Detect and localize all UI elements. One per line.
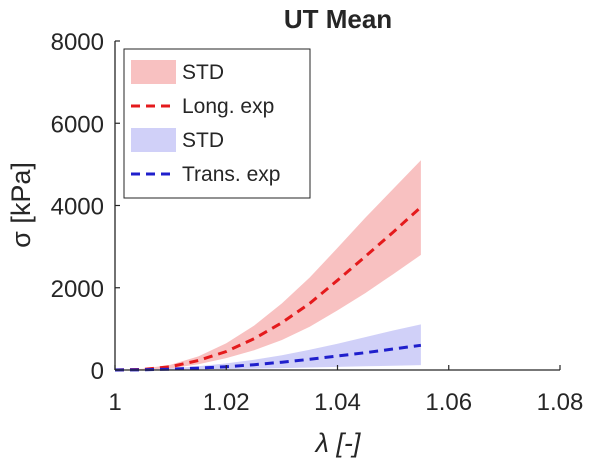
y-tick-label: 8000 [51,29,104,56]
legend-label: STD [182,61,224,84]
y-tick-label: 2000 [51,276,104,303]
y-tick-label: 0 [91,358,104,385]
legend-swatch-std [131,128,176,152]
x-tick-label: 1.02 [203,389,250,416]
std-band-0 [115,160,421,370]
y-axis-label: σ [kPa] [6,162,36,248]
legend: STD Long. exp STD Trans. exp [123,48,311,199]
axes [114,40,561,371]
x-tick-label: 1.08 [537,389,584,416]
series-lines [114,205,422,372]
legend-label: Long. exp [182,95,274,118]
x-tick-label: 1 [108,389,121,416]
std-band-1 [115,324,421,370]
series-line-long-exp [114,205,422,372]
chart-title: UT Mean [284,4,392,34]
series-line-trans-exp [114,343,422,372]
y-tick-label: 4000 [51,194,104,221]
tick-labels: 1 1.02 1.04 1.06 1.08 0 2000 4000 6000 8000 [51,29,584,416]
x-axis-label: λ [-] [314,428,362,458]
legend-label: Trans. exp [182,163,280,186]
x-tick-label: 1.04 [314,389,361,416]
std-bands [115,160,421,370]
legend-swatch-std [131,60,176,84]
x-tick-label: 1.06 [425,389,472,416]
legend-label: STD [182,129,224,152]
y-tick-label: 6000 [51,111,104,138]
